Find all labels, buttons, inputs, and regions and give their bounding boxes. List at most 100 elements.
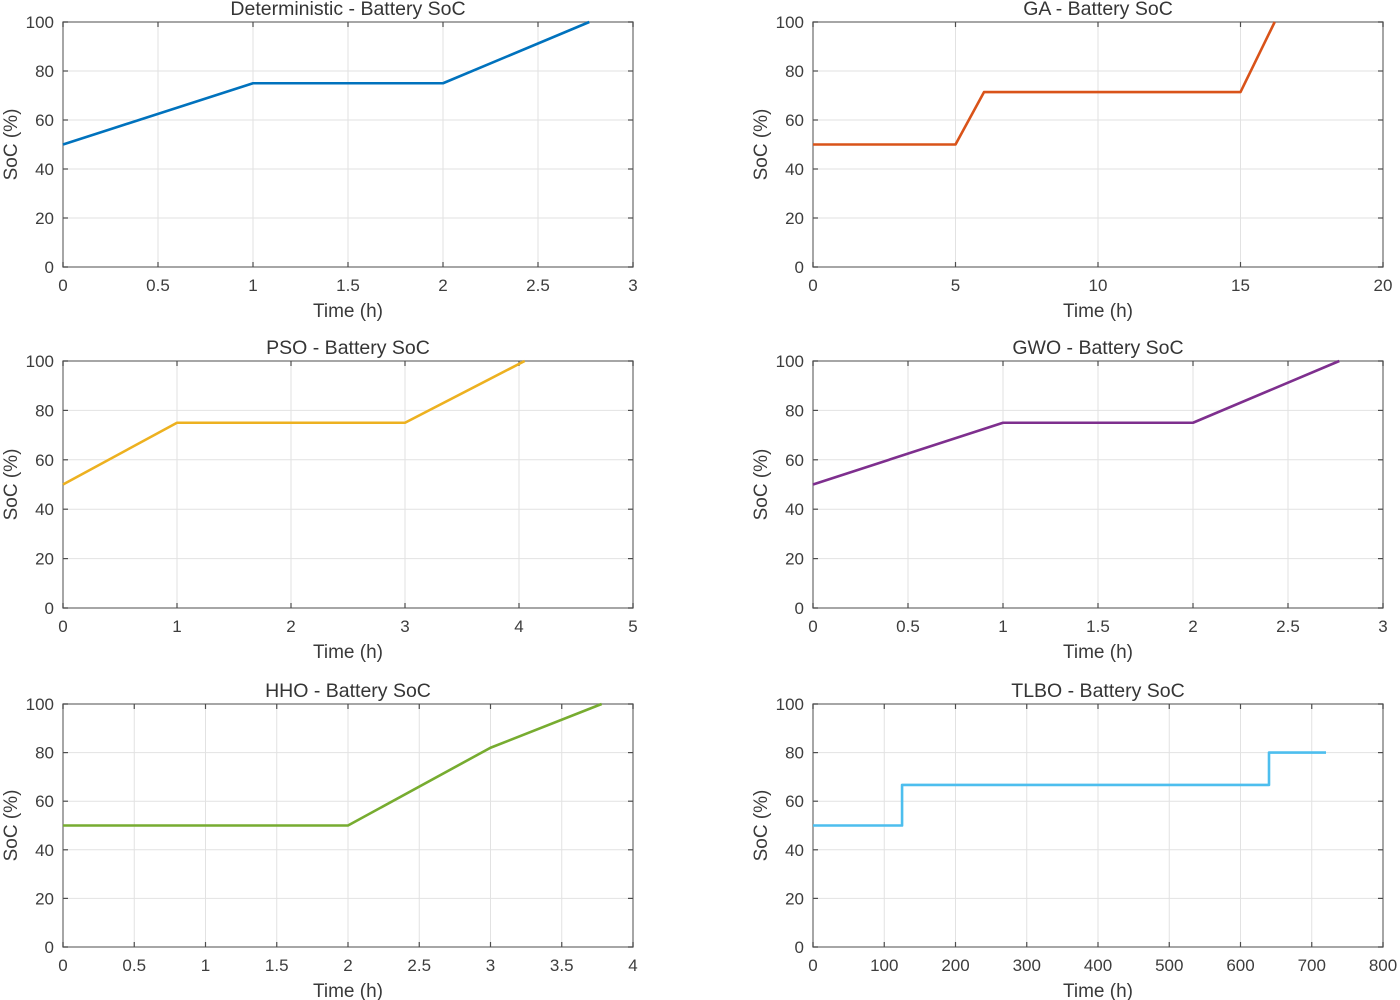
y-tick-label: 40	[785, 841, 804, 860]
x-tick-label: 3	[400, 617, 409, 636]
y-axis-label: SoC (%)	[751, 449, 772, 521]
chart-title: HHO - Battery SoC	[265, 680, 431, 702]
x-tick-label: 700	[1298, 956, 1326, 975]
chart-title: Deterministic - Battery SoC	[230, 0, 465, 20]
x-tick-label: 0.5	[896, 617, 920, 636]
x-tick-label: 5	[951, 276, 960, 295]
x-tick-label: 1	[248, 276, 257, 295]
x-axis-label: Time (h)	[313, 301, 383, 322]
y-tick-label: 40	[35, 160, 54, 179]
y-axis-label: SoC (%)	[751, 790, 772, 862]
data-line	[63, 702, 603, 827]
x-axis-label: Time (h)	[313, 981, 383, 1000]
y-tick-label: 20	[785, 889, 804, 908]
y-tick-label: 60	[35, 451, 54, 470]
x-tick-label: 500	[1155, 956, 1183, 975]
y-tick-label: 100	[26, 352, 54, 371]
data-line	[62, 359, 526, 486]
chart-title: GA - Battery SoC	[1023, 0, 1173, 20]
y-tick-label: 20	[35, 889, 54, 908]
y-axis-label: SoC (%)	[1, 109, 22, 181]
x-tick-label: 2.5	[407, 956, 431, 975]
y-tick-label: 80	[35, 744, 54, 763]
y-tick-label: 40	[35, 841, 54, 860]
x-tick-label: 200	[941, 956, 969, 975]
x-tick-label: 10	[1089, 276, 1108, 295]
x-tick-label: 0	[58, 617, 67, 636]
y-tick-label: 0	[795, 258, 804, 277]
x-tick-label: 1	[998, 617, 1007, 636]
y-tick-label: 20	[785, 209, 804, 228]
x-tick-label: 0.5	[146, 276, 170, 295]
x-tick-label: 0	[808, 276, 817, 295]
x-tick-label: 2	[1188, 617, 1197, 636]
chart-pso: PSO - Battery SoC 0 1 2 3 4 5 0 20 40 60 80 100 Time …	[0, 333, 700, 666]
x-tick-label: 3	[1378, 617, 1387, 636]
chart-gwo: GWO - Battery SoC 0 0.5 1 1.5 2 2.5 3 0 20 40 60 80 1…	[700, 333, 1400, 666]
chart-ga: GA - Battery SoC 0 5 10 15 20 0 20 40 60 80 100 Time…	[700, 0, 1400, 333]
y-tick-label: 60	[785, 792, 804, 811]
y-tick-label: 0	[45, 258, 54, 277]
y-tick-label: 40	[785, 160, 804, 179]
x-tick-label: 300	[1013, 956, 1041, 975]
y-tick-label: 20	[35, 550, 54, 569]
y-tick-label: 100	[776, 13, 804, 32]
y-tick-label: 20	[785, 550, 804, 569]
chart-svg: GWO - Battery SoC 0 0.5 1 1.5 2 2.5 3 0 20 40 60 80 1…	[751, 337, 1388, 663]
y-tick-label: 60	[785, 451, 804, 470]
x-tick-label: 400	[1084, 956, 1112, 975]
y-tick-label: 100	[26, 13, 54, 32]
y-tick-label: 40	[35, 500, 54, 519]
y-tick-label: 100	[776, 695, 804, 714]
x-tick-label: 2	[286, 617, 295, 636]
y-axis-label: SoC (%)	[751, 109, 772, 181]
chart-deterministic: Deterministic - Battery SoC 0 0.5 1 1.5 2 2.5 3…	[0, 0, 700, 333]
chart-title: GWO - Battery SoC	[1012, 337, 1183, 359]
x-tick-label: 0	[58, 956, 67, 975]
chart-svg: Deterministic - Battery SoC 0 0.5 1 1.5 2 2.5 3…	[1, 0, 638, 322]
x-tick-label: 2	[438, 276, 447, 295]
chart-svg: GA - Battery SoC 0 5 10 15 20 0 20 40 60 80 100 Time…	[751, 0, 1393, 322]
x-tick-label: 3	[486, 956, 495, 975]
chart-svg: PSO - Battery SoC 0 1 2 3 4 5 0 20 40 60 80 100 Time …	[1, 337, 638, 663]
y-tick-label: 0	[795, 938, 804, 957]
x-axis-label: Time (h)	[313, 642, 383, 663]
x-tick-label: 2.5	[1276, 617, 1300, 636]
x-tick-label: 0	[808, 956, 817, 975]
y-tick-label: 60	[35, 792, 54, 811]
x-tick-label: 20	[1374, 276, 1393, 295]
y-tick-label: 20	[35, 209, 54, 228]
y-tick-label: 60	[785, 111, 804, 130]
x-tick-label: 100	[870, 956, 898, 975]
x-tick-label: 2.5	[526, 276, 550, 295]
x-tick-label: 4	[514, 617, 523, 636]
x-tick-label: 0.5	[122, 956, 146, 975]
y-tick-label: 100	[776, 352, 804, 371]
x-axis-label: Time (h)	[1063, 301, 1133, 322]
chart-title: TLBO - Battery SoC	[1011, 680, 1184, 702]
y-tick-label: 0	[795, 599, 804, 618]
axes-box	[62, 360, 634, 609]
y-tick-label: 100	[26, 695, 54, 714]
x-tick-label: 3	[628, 276, 637, 295]
x-tick-label: 0	[808, 617, 817, 636]
x-axis-label: Time (h)	[1063, 642, 1133, 663]
x-tick-label: 5	[628, 617, 637, 636]
data-line	[812, 359, 1340, 486]
y-axis-label: SoC (%)	[1, 790, 22, 862]
x-tick-label: 1.5	[265, 956, 289, 975]
x-tick-label: 1	[201, 956, 210, 975]
x-tick-label: 600	[1226, 956, 1254, 975]
chart-hho: HHO - Battery SoC 0 0.5 1 1.5 2 2.5 3 3.5 4 0 20 40 6…	[0, 666, 700, 1000]
x-axis-label: Time (h)	[1063, 981, 1133, 1000]
x-tick-label: 3.5	[550, 956, 574, 975]
data-line	[813, 21, 1276, 146]
x-tick-label: 15	[1231, 276, 1250, 295]
data-line	[813, 751, 1326, 827]
y-tick-label: 0	[45, 599, 54, 618]
x-tick-label: 800	[1369, 956, 1397, 975]
x-tick-label: 1	[172, 617, 181, 636]
chart-tlbo: TLBO - Battery SoC 0 100 200 300 400 500 600 700…	[700, 666, 1400, 1000]
